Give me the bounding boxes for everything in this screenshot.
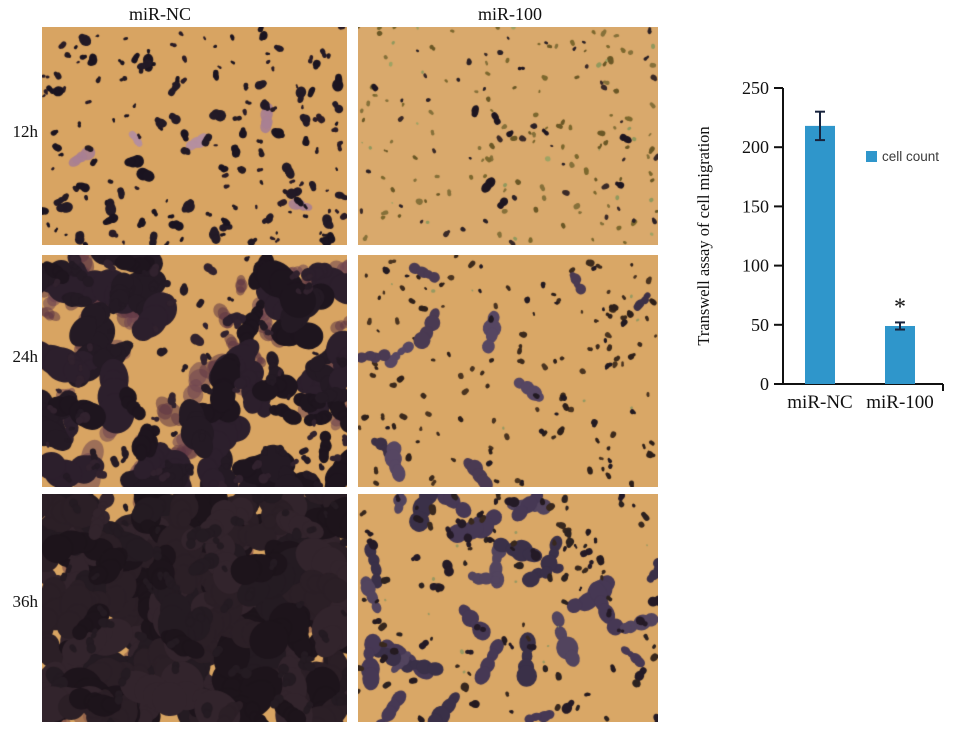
column-header-mir-nc: miR-NC bbox=[128, 4, 191, 24]
y-tick-label: 50 bbox=[751, 315, 769, 335]
row-label-36h: 36h bbox=[12, 592, 39, 611]
y-tick-label: 150 bbox=[742, 196, 769, 216]
y-tick-label: 0 bbox=[760, 374, 769, 394]
row-label-24h: 24h bbox=[12, 347, 39, 366]
bar-miR-100 bbox=[885, 325, 915, 384]
x-category-label: miR-NC bbox=[787, 392, 852, 413]
micrograph-24h-mir-nc bbox=[42, 255, 347, 487]
significance-asterisk: * bbox=[894, 294, 906, 320]
legend-label: cell count bbox=[882, 149, 939, 164]
y-tick-label: 100 bbox=[742, 256, 769, 276]
y-tick-label: 200 bbox=[742, 137, 769, 157]
legend-swatch bbox=[866, 151, 877, 162]
bar-miR-NC bbox=[805, 125, 835, 384]
micrograph-36h-mir-nc bbox=[42, 494, 347, 722]
bar-chart-cell-migration: 0 50 100 150 200 250 miR-NC miR-100 * cell count T… bbox=[695, 78, 944, 413]
x-category-label: miR-100 bbox=[866, 392, 934, 413]
micrograph-24h-mir-100 bbox=[358, 255, 658, 487]
row-label-12h: 12h bbox=[12, 122, 39, 141]
micrograph-12h-mir-nc bbox=[42, 27, 347, 245]
y-tick-label: 250 bbox=[742, 78, 769, 98]
micrograph-36h-mir-100 bbox=[358, 494, 658, 722]
column-header-mir-100: miR-100 bbox=[477, 4, 542, 24]
y-axis-title: Transwell assay of cell migration bbox=[695, 126, 713, 345]
micrograph-12h-mir-100 bbox=[358, 27, 658, 245]
